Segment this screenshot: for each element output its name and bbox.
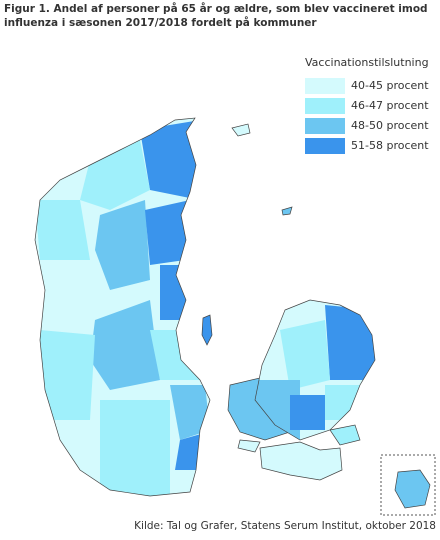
moen <box>329 424 361 446</box>
title: Figur 1. Andel af personer på 65 år og æ… <box>4 3 428 29</box>
jutland <box>35 118 210 496</box>
legend-title: Vaccinationstilslutning <box>305 56 429 69</box>
anholt <box>281 206 293 216</box>
aeroe <box>237 439 261 453</box>
legend-swatch <box>305 118 345 134</box>
legend-label: 46-47 procent <box>351 99 429 112</box>
samsoe <box>201 314 213 346</box>
legend-label: 40-45 procent <box>351 79 429 92</box>
legend-label: 48-50 procent <box>351 119 429 132</box>
bornholm <box>394 469 431 509</box>
legend-swatch <box>305 78 345 94</box>
inset-frame <box>380 454 436 516</box>
source: Kilde: Tal og Grafer, Statens Serum Inst… <box>134 520 436 532</box>
lolland-falster <box>259 441 343 481</box>
legend-label: 51-58 procent <box>351 139 429 152</box>
legend-swatch <box>305 98 345 114</box>
legend-swatch <box>305 138 345 154</box>
laesoe <box>231 123 251 137</box>
legend: 40-45 procent 46-47 procent 48-50 procent 5… <box>305 78 429 154</box>
